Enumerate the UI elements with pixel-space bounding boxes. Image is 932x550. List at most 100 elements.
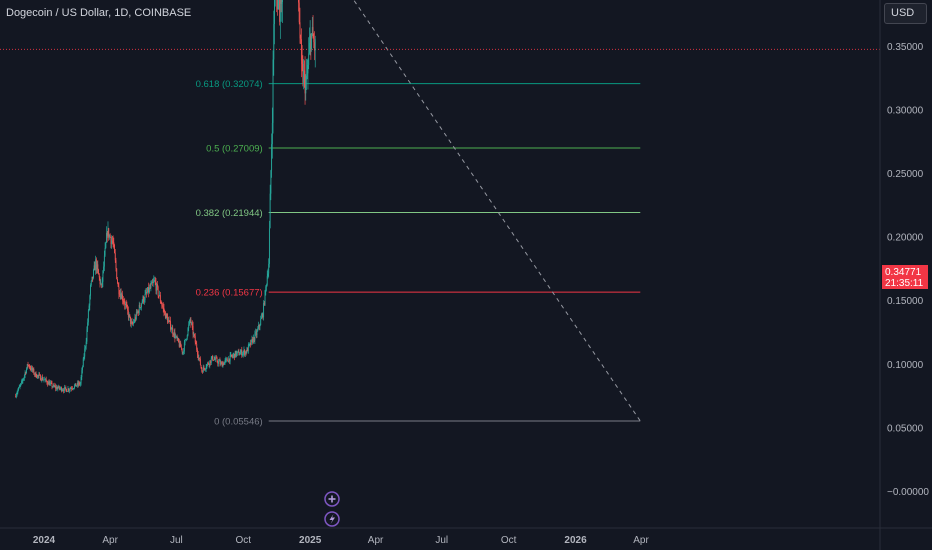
candle-body [150,284,152,289]
candle-body [140,307,142,309]
candle-body [194,336,196,343]
fib-trend-line [353,0,641,422]
currency-button[interactable]: USD [884,3,927,24]
candle-body [75,383,77,387]
time-axis[interactable]: 2024 Apr Jul Oct 2025 Apr Jul Oct 2026 Apr [0,527,932,546]
current-price-value: 0.34771 [885,267,922,278]
lightning-icon[interactable] [324,511,340,527]
candle-body [309,35,311,43]
candle-body [180,342,182,348]
candle-body [155,282,157,291]
candle-body [118,286,120,295]
candle-body [116,268,118,279]
candle-body [43,379,45,381]
candle-body [183,351,185,353]
candle-body [172,327,174,334]
candle-body [181,348,183,353]
candle-body [143,300,145,302]
candle-body [79,383,81,385]
y-tick-label: 0.05000 [887,423,924,434]
candle-body [138,304,140,313]
candle-body [170,321,171,330]
candle-body [279,0,281,22]
candle-body [69,388,71,390]
candle-body [145,291,147,295]
candle-body [114,244,115,254]
candle-body [34,372,36,375]
candle-body [255,332,257,334]
candle-body [62,390,64,392]
candle-body [46,380,48,384]
candle-body [63,390,65,392]
candle-body [112,241,114,243]
candle-body [176,336,178,339]
candle-body [92,269,94,279]
candle-body [133,321,135,323]
candle-body [125,303,127,306]
candle-body [223,362,225,365]
candle-body [218,360,220,362]
candle-body [71,388,73,390]
candle-body [57,387,59,390]
candle-body [310,35,312,50]
price-axis[interactable]: 0.700000.650000.600000.550000.500000.450… [879,0,929,550]
candle-body [28,365,30,367]
candle-body [264,290,266,305]
candle-body [98,269,99,275]
candle-body [70,388,72,390]
candle-body [80,376,82,384]
candle-body [211,356,213,359]
candle-body [81,370,83,377]
candle-body [29,367,31,369]
bar-countdown: 21:35:11 [885,278,924,289]
candle-body [234,353,235,358]
candle-body [313,38,315,43]
candle-body [47,383,49,385]
candle-body [61,387,62,391]
candle-body [307,65,309,74]
candle-body [139,304,141,308]
candle-body [192,325,194,335]
candle-body [226,358,228,361]
candle-body [255,332,257,336]
candle-body [270,170,272,194]
y-tick-label: −0.00000 [887,487,929,498]
candle-body [191,323,193,326]
candle-body [90,285,91,296]
candle-body [97,264,99,270]
candle-body [196,343,198,350]
candle-body [156,284,158,287]
candle-body [146,291,147,293]
candle-body [130,321,132,324]
candle-body [25,372,27,374]
candle-body [63,387,65,392]
candles[interactable] [0,0,880,399]
candle-body [298,2,300,23]
plus-circle-icon[interactable] [324,491,340,507]
candle-body [24,372,26,376]
x-tick-label: Oct [235,535,251,546]
candle-body [108,228,110,238]
candle-body [184,339,186,343]
candle-body [220,362,222,365]
candle-body [17,390,19,393]
candle-body [120,293,122,299]
fibonacci-retracement[interactable]: 1.618 (0.75000)1 (0.48472)0.786 (0.39286… [196,0,641,427]
candle-body [240,350,242,353]
x-tick-label: Apr [368,535,384,546]
candle-body [260,316,262,320]
candle-body [93,265,95,270]
candle-body [182,352,184,353]
candle-body [314,39,316,51]
candle-body [209,360,211,366]
candle-body [258,324,259,329]
candle-body [146,292,148,293]
candle-body [199,357,201,359]
candle-body [56,387,58,390]
candle-body [188,320,190,325]
candle-body [111,240,113,244]
candle-body [122,300,124,302]
candle-body [50,382,52,384]
candle-body [156,284,158,291]
